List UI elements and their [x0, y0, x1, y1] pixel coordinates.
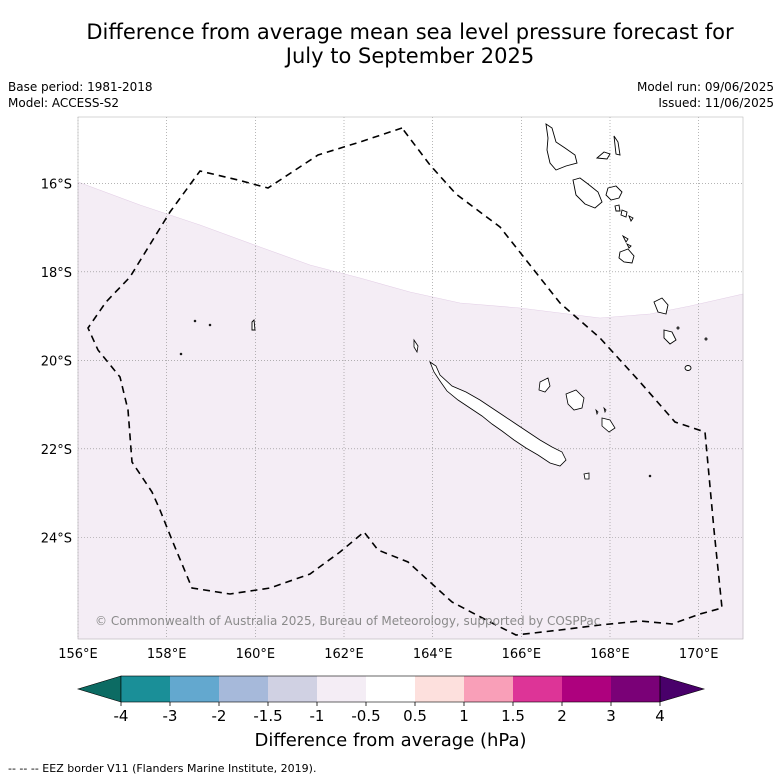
colorbar: -4 -3 -2 -1.5 -1 -0.5 0.5 1 1.5 2 3 4 [76, 675, 706, 725]
colorbar-over-arrow [659, 675, 706, 703]
colorbar-tick-label: 0.5 [403, 707, 427, 725]
colorbar-tick-label: -1.5 [253, 707, 282, 725]
colorbar-swatch [170, 676, 219, 702]
vanuatu-islands [545, 123, 635, 264]
eez-legend-footnote: -- -- -- EEZ border V11 (Flanders Marine… [8, 762, 317, 775]
colorbar-frame [120, 675, 661, 703]
small-islands [179, 297, 708, 478]
colorbar-tick-label: 4 [655, 707, 665, 725]
eez-border [87, 127, 723, 636]
colorbar-swatch [366, 676, 415, 702]
map-frame [77, 116, 744, 640]
colorbar-swatch [415, 676, 464, 702]
lon-tick-label: 168°E [590, 647, 630, 662]
lon-tick-label: 162°E [324, 647, 364, 662]
base-period-label: Base period: 1981-2018 [8, 80, 153, 94]
lat-tick-label: 18°S [41, 266, 72, 281]
colorbar-swatch [562, 676, 611, 702]
colorbar-swatch [268, 676, 317, 702]
colorbar-tick-label: 1.5 [501, 707, 525, 725]
colorbar-tick-label: 1 [459, 707, 469, 725]
lon-tick-label: 158°E [147, 647, 187, 662]
copyright-notice: © Commonwealth of Australia 2025, Bureau… [95, 614, 601, 628]
tick-labels: 156°E 158°E 160°E 162°E 164°E 166°E 168°E 170°E… [41, 177, 719, 662]
colorbar-swatch [121, 676, 170, 702]
model-label: Model: ACCESS-S2 [8, 96, 120, 110]
lon-tick-label: 166°E [502, 647, 542, 662]
lat-tick-label: 16°S [41, 177, 72, 192]
model-run-label: Model run: 09/06/2025 [636, 80, 774, 94]
colorbar-tick-label: -4 [114, 707, 129, 725]
colorbar-tick-label: -2 [212, 707, 227, 725]
new-caledonia [413, 338, 616, 480]
lon-tick-label: 164°E [413, 647, 453, 662]
issued-label: Issued: 11/06/2025 [658, 96, 774, 110]
chart-title-line2: July to September 2025 [285, 44, 535, 68]
colorbar-tick-label: -3 [163, 707, 178, 725]
lat-tick-label: 22°S [41, 443, 72, 458]
colorbar-tick-label: 2 [557, 707, 567, 725]
colorbar-swatch [611, 676, 660, 702]
lon-tick-label: 170°E [679, 647, 719, 662]
lat-tick-label: 20°S [41, 354, 72, 369]
colorbar-swatch [219, 676, 268, 702]
colorbar-title: Difference from average (hPa) [254, 730, 527, 751]
colorbar-swatch [464, 676, 513, 702]
lat-tick-label: 24°S [41, 531, 72, 546]
lon-tick-label: 160°E [236, 647, 276, 662]
colorbar-tick-label: 3 [606, 707, 616, 725]
colorbar-tick-label: -1 [310, 707, 325, 725]
colorbar-under-arrow [76, 675, 122, 703]
colorbar-swatch [317, 676, 366, 702]
lon-tick-label: 156°E [58, 647, 98, 662]
chart-title-line1: Difference from average mean sea level p… [86, 20, 734, 44]
colorbar-tick-label: -0.5 [351, 707, 380, 725]
colorbar-swatch [513, 676, 562, 702]
